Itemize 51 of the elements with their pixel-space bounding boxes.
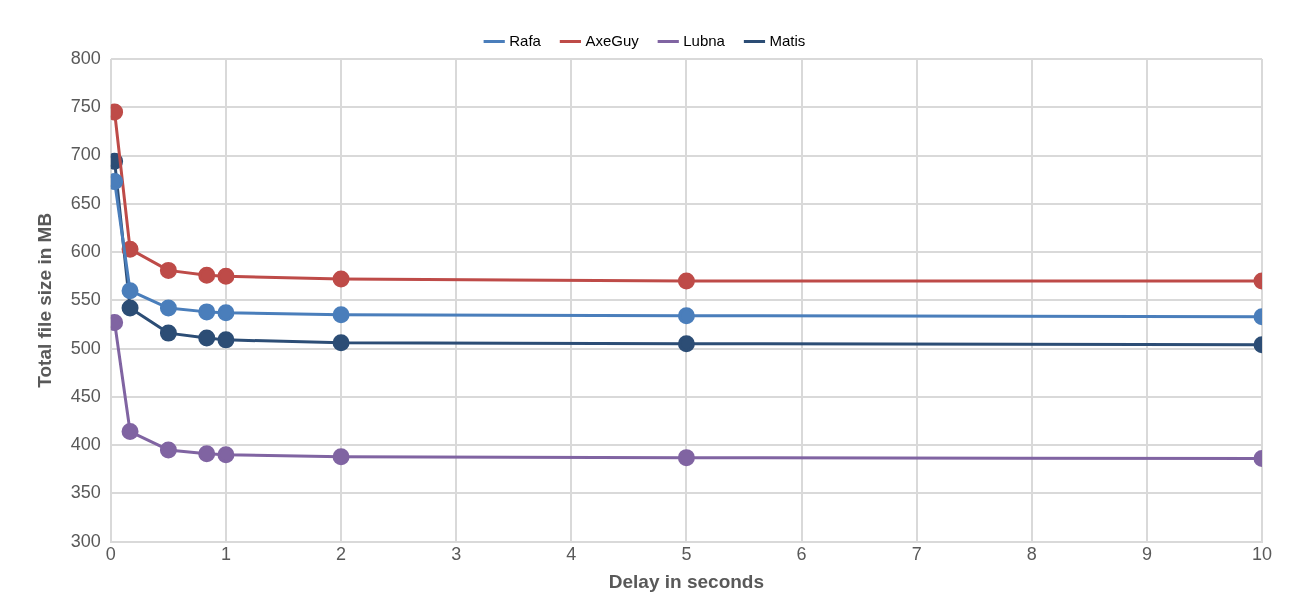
point <box>332 334 350 352</box>
point <box>121 282 139 300</box>
point <box>159 261 177 279</box>
x-tick-label: 2 <box>336 544 347 565</box>
point <box>217 304 235 322</box>
y-tick-label: 400 <box>70 434 101 455</box>
x-tick-label: 0 <box>105 544 116 565</box>
point <box>121 423 139 441</box>
legend-label: Rafa <box>509 31 542 49</box>
point <box>198 266 216 284</box>
y-tick-label: 650 <box>70 192 101 213</box>
point <box>332 448 350 466</box>
y-tick-label: 450 <box>70 385 101 406</box>
y-tick-label: 600 <box>70 241 101 262</box>
y-tick-label: 350 <box>70 482 101 503</box>
y-tick-label: 750 <box>70 96 101 117</box>
point <box>677 449 695 467</box>
point <box>217 267 235 285</box>
x-tick-label: 4 <box>566 544 577 565</box>
x-tick-label: 6 <box>796 544 807 565</box>
legend-label: AxeGuy <box>585 31 640 49</box>
point <box>159 299 177 317</box>
y-tick-label: 800 <box>70 47 101 68</box>
point <box>159 441 177 459</box>
y-tick-label: 550 <box>70 289 101 310</box>
point <box>198 303 216 321</box>
point <box>217 446 235 464</box>
y-axis-title: Total file size in MB <box>33 212 55 388</box>
point <box>198 329 216 347</box>
y-tick-label: 500 <box>70 337 101 358</box>
x-tick-label: 10 <box>1251 544 1273 565</box>
y-tick-label: 700 <box>70 144 101 165</box>
x-tick-label: 1 <box>220 544 231 565</box>
point <box>198 445 216 463</box>
point <box>217 331 235 349</box>
x-tick-label: 9 <box>1141 544 1152 565</box>
point <box>677 335 695 353</box>
point <box>332 270 350 288</box>
point <box>677 272 695 290</box>
point <box>677 307 695 325</box>
point <box>332 306 350 324</box>
point <box>121 299 139 317</box>
x-tick-label: 3 <box>451 544 462 565</box>
x-axis-title: Delay in seconds <box>608 570 765 592</box>
y-tick-label: 300 <box>70 530 101 551</box>
x-tick-label: 8 <box>1026 544 1037 565</box>
legend-label: Matis <box>769 31 806 49</box>
x-tick-label: 7 <box>911 544 922 565</box>
x-tick-label: 5 <box>681 544 692 565</box>
legend-label: Lubna <box>683 31 726 49</box>
point <box>159 324 177 342</box>
